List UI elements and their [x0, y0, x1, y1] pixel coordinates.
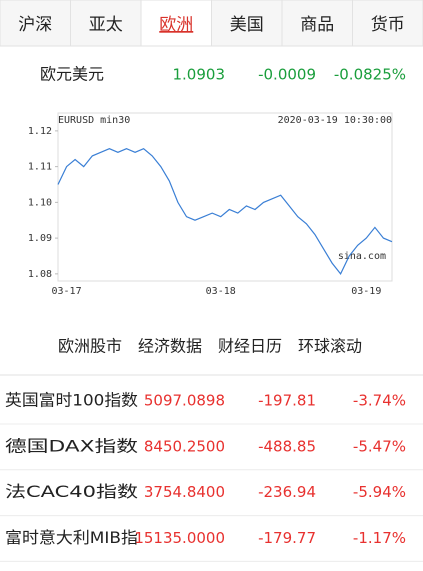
- y-tick-label: 1.10: [28, 197, 52, 208]
- table: 英国富时100指数 5097.0898 -197.81 -3.74% 德国DAX指数 84…: [0, 391, 423, 562]
- subtab[interactable]: 经济数据: [138, 337, 202, 356]
- tab-label[interactable]: 沪深: [18, 15, 52, 35]
- stock-percent: -5.94%: [353, 483, 406, 501]
- quote-price: 1.0903: [173, 66, 226, 84]
- stock-change: -197.81: [258, 392, 316, 410]
- watermark: sina.com: [338, 251, 386, 262]
- tab-label[interactable]: 货币: [371, 15, 405, 35]
- subtab[interactable]: 环球滚动: [298, 337, 362, 356]
- subtab[interactable]: 财经日历: [218, 337, 282, 356]
- stock-change: -179.77: [258, 529, 316, 547]
- tab-label[interactable]: 欧洲: [159, 15, 193, 35]
- stock-name: 法CAC40指数: [5, 482, 138, 501]
- quote-percent: -0.0825%: [334, 66, 406, 84]
- quote-change: -0.0009: [258, 66, 316, 84]
- stock-percent: -5.47%: [353, 437, 406, 455]
- stock-change: -236.94: [258, 483, 316, 501]
- stock-price: 5097.0898: [144, 392, 225, 410]
- y-tick-label: 1.11: [28, 162, 52, 173]
- stock-name: 英国富时100指数: [5, 391, 138, 410]
- stock-price: 3754.8400: [144, 483, 225, 501]
- stock-name: 德国DAX指数: [5, 436, 138, 455]
- stock-name: 富时意大利MIB指: [5, 528, 138, 547]
- chart-subtitle: 2020-03-19 10:30:00: [278, 115, 392, 126]
- tab-label[interactable]: 商品: [300, 15, 334, 35]
- tabs: 沪深 亚太 欧洲 美国 商品 货币: [0, 0, 423, 46]
- chart-title: EURUSD min30: [58, 115, 130, 126]
- y-tick-label: 1.09: [28, 233, 52, 244]
- quote-name: 欧元美元: [40, 65, 104, 84]
- y-tick-label: 1.12: [28, 126, 52, 137]
- tab-label[interactable]: 亚太: [89, 15, 123, 35]
- stock-percent: -1.17%: [353, 529, 406, 547]
- subtabs: 欧洲股市经济数据财经日历环球滚动: [58, 337, 362, 356]
- stock-change: -488.85: [258, 437, 316, 455]
- stock-price: 8450.2500: [144, 437, 225, 455]
- tab-label[interactable]: 美国: [230, 15, 264, 35]
- x-tick-label: 03-17: [52, 286, 82, 297]
- stock-percent: -3.74%: [353, 392, 406, 410]
- stock-price: 15135.0000: [134, 529, 225, 547]
- subtab[interactable]: 欧洲股市: [58, 337, 122, 356]
- x-tick-label: 03-18: [206, 286, 236, 297]
- y-tick-label: 1.08: [28, 269, 52, 280]
- x-tick-label: 03-19: [351, 286, 381, 297]
